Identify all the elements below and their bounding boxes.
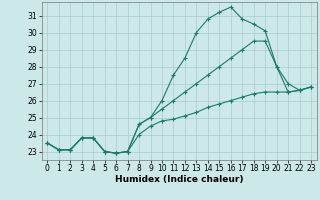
X-axis label: Humidex (Indice chaleur): Humidex (Indice chaleur) xyxy=(115,175,244,184)
